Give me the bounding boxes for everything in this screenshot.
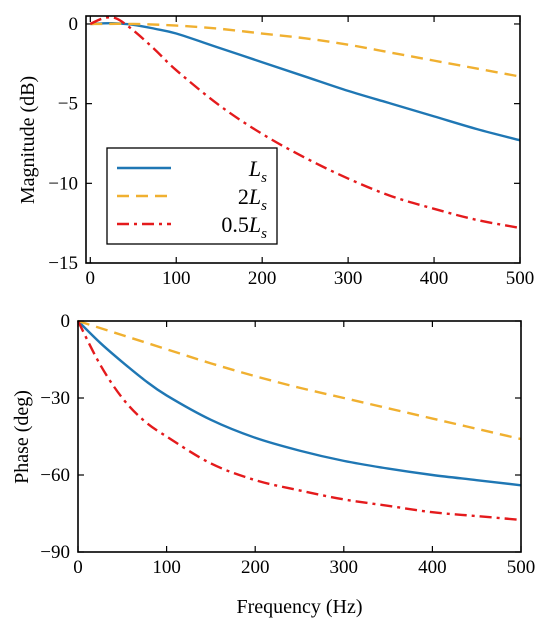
y-tick-label: −10 bbox=[48, 173, 78, 194]
x-tick-label: 300 bbox=[330, 557, 359, 578]
x-tick-label: 500 bbox=[507, 557, 536, 578]
legend-label-Ls: Ls bbox=[248, 156, 267, 186]
series-line-Ls bbox=[77, 320, 522, 487]
legend-subscript: s bbox=[261, 198, 267, 214]
phase-axes-frame bbox=[77, 320, 522, 553]
legend-coefficient: 0.5 bbox=[221, 212, 249, 237]
x-tick-label: 200 bbox=[241, 557, 270, 578]
phase-y-axis-label: Phase (deg) bbox=[11, 390, 33, 484]
legend-symbol: L bbox=[248, 212, 261, 237]
series-line-2Ls bbox=[90, 22, 521, 78]
y-tick-label: −15 bbox=[48, 253, 78, 274]
y-tick-label: 0 bbox=[69, 14, 79, 35]
x-tick-label: 400 bbox=[418, 557, 447, 578]
series-line-0.5Ls bbox=[76, 320, 522, 522]
y-tick-label: −90 bbox=[40, 542, 70, 563]
series-line-Ls bbox=[90, 21, 521, 142]
magnitude-panel: 0 100 200 300 400 500 0 −5 −10 −15 Magnitude (dB)… bbox=[17, 14, 534, 289]
x-tick-label: 0 bbox=[86, 268, 96, 289]
y-tick-label: 0 bbox=[61, 311, 71, 332]
frequency-x-axis-label: Frequency (Hz) bbox=[236, 596, 362, 618]
magnitude-y-axis-label: Magnitude (dB) bbox=[17, 76, 39, 204]
phase-ticks: 0 100 200 300 400 500 0 −30 −60 −90 bbox=[40, 311, 535, 578]
magnitude-series bbox=[89, 16, 521, 230]
legend-label-2Ls: 2Ls bbox=[238, 184, 267, 214]
magnitude-ticks: 0 100 200 300 400 500 0 −5 −10 −15 bbox=[48, 14, 534, 289]
phase-panel: 0 100 200 300 400 500 0 −30 −60 −90 Phase (deg) F… bbox=[11, 311, 535, 618]
legend-symbol: L bbox=[248, 156, 261, 181]
x-tick-label: 200 bbox=[248, 268, 277, 289]
x-tick-label: 100 bbox=[162, 268, 191, 289]
x-tick-label: 300 bbox=[334, 268, 363, 289]
x-tick-label: 400 bbox=[420, 268, 449, 289]
legend-subscript: s bbox=[261, 226, 267, 242]
series-line-2Ls bbox=[77, 319, 522, 441]
y-tick-label: −5 bbox=[58, 94, 78, 115]
legend-subscript: s bbox=[261, 170, 267, 186]
x-tick-label: 0 bbox=[73, 557, 83, 578]
phase-series bbox=[76, 319, 522, 522]
x-tick-label: 500 bbox=[506, 268, 535, 289]
series-line-0.5Ls bbox=[89, 16, 521, 230]
legend-coefficient: 2 bbox=[238, 184, 249, 209]
legend-label-0.5Ls: 0.5Ls bbox=[221, 212, 267, 242]
magnitude-axes-frame bbox=[85, 15, 521, 264]
x-tick-label: 100 bbox=[152, 557, 181, 578]
y-tick-label: −60 bbox=[40, 465, 70, 486]
legend-box bbox=[106, 147, 278, 245]
y-tick-label: −30 bbox=[40, 388, 70, 409]
legend-symbol: L bbox=[248, 184, 261, 209]
